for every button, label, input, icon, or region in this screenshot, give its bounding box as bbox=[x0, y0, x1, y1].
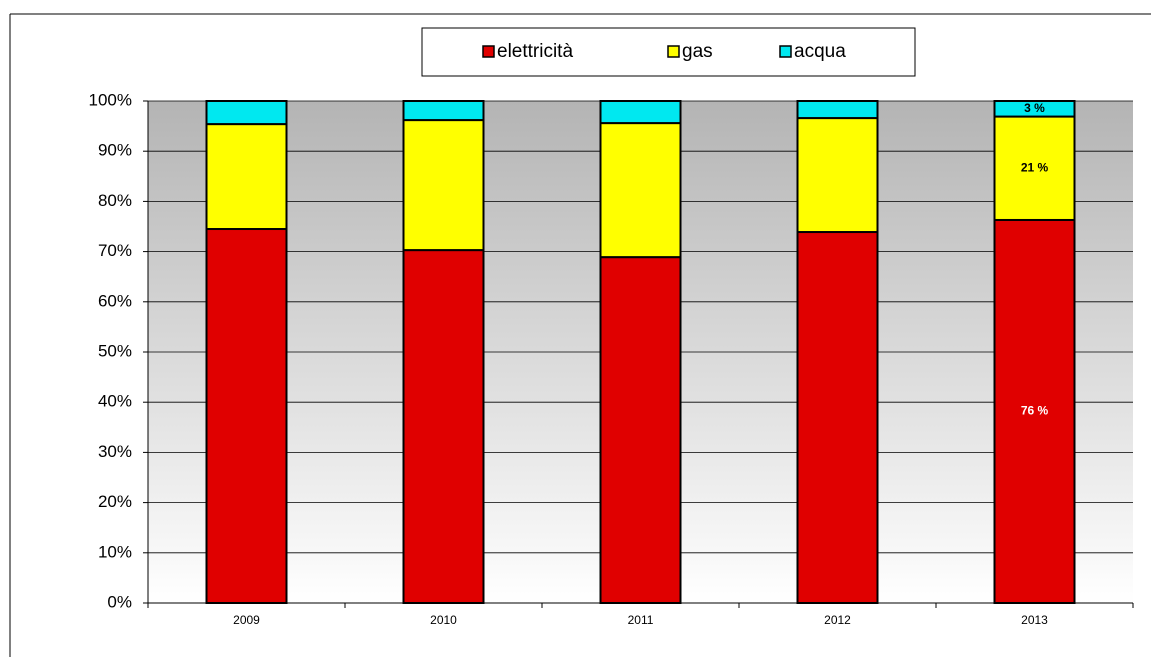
y-tick-label: 10% bbox=[98, 542, 132, 561]
legend-swatch bbox=[667, 45, 680, 58]
y-tick-label: 40% bbox=[98, 392, 132, 411]
y-tick-label: 100% bbox=[89, 90, 132, 109]
x-tick-label: 2009 bbox=[233, 613, 260, 627]
bar-segment bbox=[205, 100, 288, 126]
bar-segment bbox=[796, 100, 879, 120]
x-tick-label: 2012 bbox=[824, 613, 851, 627]
y-tick-label: 70% bbox=[98, 241, 132, 260]
x-tick-label: 2013 bbox=[1021, 613, 1048, 627]
y-tick-label: 80% bbox=[98, 191, 132, 210]
legend-label: elettricità bbox=[497, 41, 573, 62]
x-tick-label: 2010 bbox=[430, 613, 457, 627]
bar-segment bbox=[993, 218, 1076, 604]
bar-segment bbox=[205, 228, 288, 604]
bar-segment bbox=[402, 249, 485, 604]
bar-segment bbox=[402, 100, 485, 122]
legend-label: gas bbox=[682, 41, 713, 62]
y-tick-label: 30% bbox=[98, 442, 132, 461]
bar-segment bbox=[796, 117, 879, 234]
bar-segment bbox=[993, 100, 1076, 118]
x-tick-label: 2011 bbox=[628, 613, 654, 627]
bar-segment bbox=[402, 119, 485, 252]
bar-segment bbox=[599, 100, 682, 125]
data-label: 3 % bbox=[1024, 101, 1045, 115]
data-label: 21 % bbox=[1021, 160, 1049, 174]
bar-segment bbox=[796, 231, 879, 604]
bar-segment bbox=[205, 123, 288, 231]
legend-label: acqua bbox=[794, 41, 846, 62]
legend-swatch bbox=[779, 45, 792, 58]
bar-segment bbox=[993, 115, 1076, 221]
y-tick-label: 0% bbox=[107, 592, 132, 611]
data-label: 76 % bbox=[1021, 404, 1049, 418]
y-tick-label: 90% bbox=[98, 141, 132, 160]
y-tick-label: 50% bbox=[98, 341, 132, 360]
legend-swatch bbox=[482, 45, 495, 58]
y-tick-label: 20% bbox=[98, 492, 132, 511]
bar-segment bbox=[599, 122, 682, 259]
bar-segment bbox=[599, 256, 682, 604]
y-tick-label: 60% bbox=[98, 291, 132, 310]
